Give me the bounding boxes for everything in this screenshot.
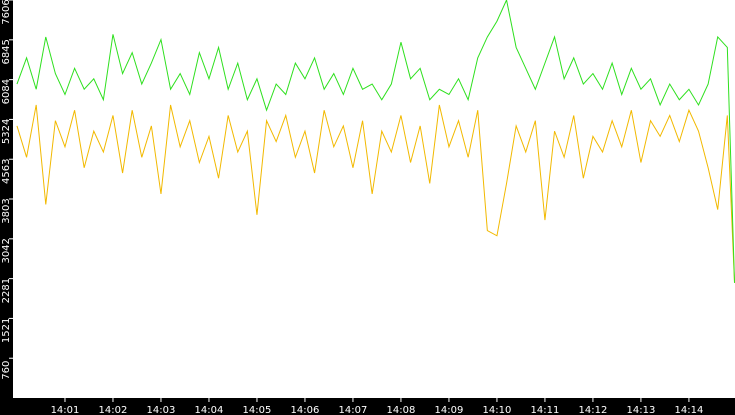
x-axis-bar — [0, 398, 735, 415]
x-tick-label: 14:06 — [291, 405, 320, 415]
y-tick-label: 760 — [1, 361, 12, 380]
x-tick-label: 14:08 — [387, 405, 416, 415]
y-tick-label: 2281 — [1, 278, 12, 303]
y-tick-label: 5324 — [1, 119, 12, 144]
y-tick-label: 3042 — [1, 238, 12, 263]
x-tick-label: 14:09 — [435, 405, 464, 415]
y-axis-bar — [0, 0, 13, 415]
x-tick-label: 14:02 — [99, 405, 128, 415]
x-tick-label: 14:04 — [195, 405, 224, 415]
series-line — [16, 104, 735, 283]
y-tick-label: 6845 — [1, 39, 12, 64]
x-tick-label: 14:03 — [147, 405, 176, 415]
y-tick-label: 7606 — [1, 0, 12, 25]
x-tick-label: 14:10 — [483, 405, 512, 415]
x-tick-label: 14:12 — [579, 405, 608, 415]
x-tick-label: 14:14 — [675, 405, 704, 415]
x-tick-label: 14:07 — [339, 405, 368, 415]
x-tick-label: 14:01 — [51, 405, 80, 415]
y-tick-label: 4563 — [1, 159, 12, 184]
y-tick-label: 3803 — [1, 198, 12, 223]
y-tick-label: 6084 — [1, 79, 12, 104]
x-tick-label: 14:11 — [531, 405, 560, 415]
x-tick-label: 14:05 — [243, 405, 272, 415]
series-line — [16, 0, 735, 283]
x-tick-label: 14:13 — [627, 405, 656, 415]
y-tick-label: 1521 — [1, 318, 12, 343]
